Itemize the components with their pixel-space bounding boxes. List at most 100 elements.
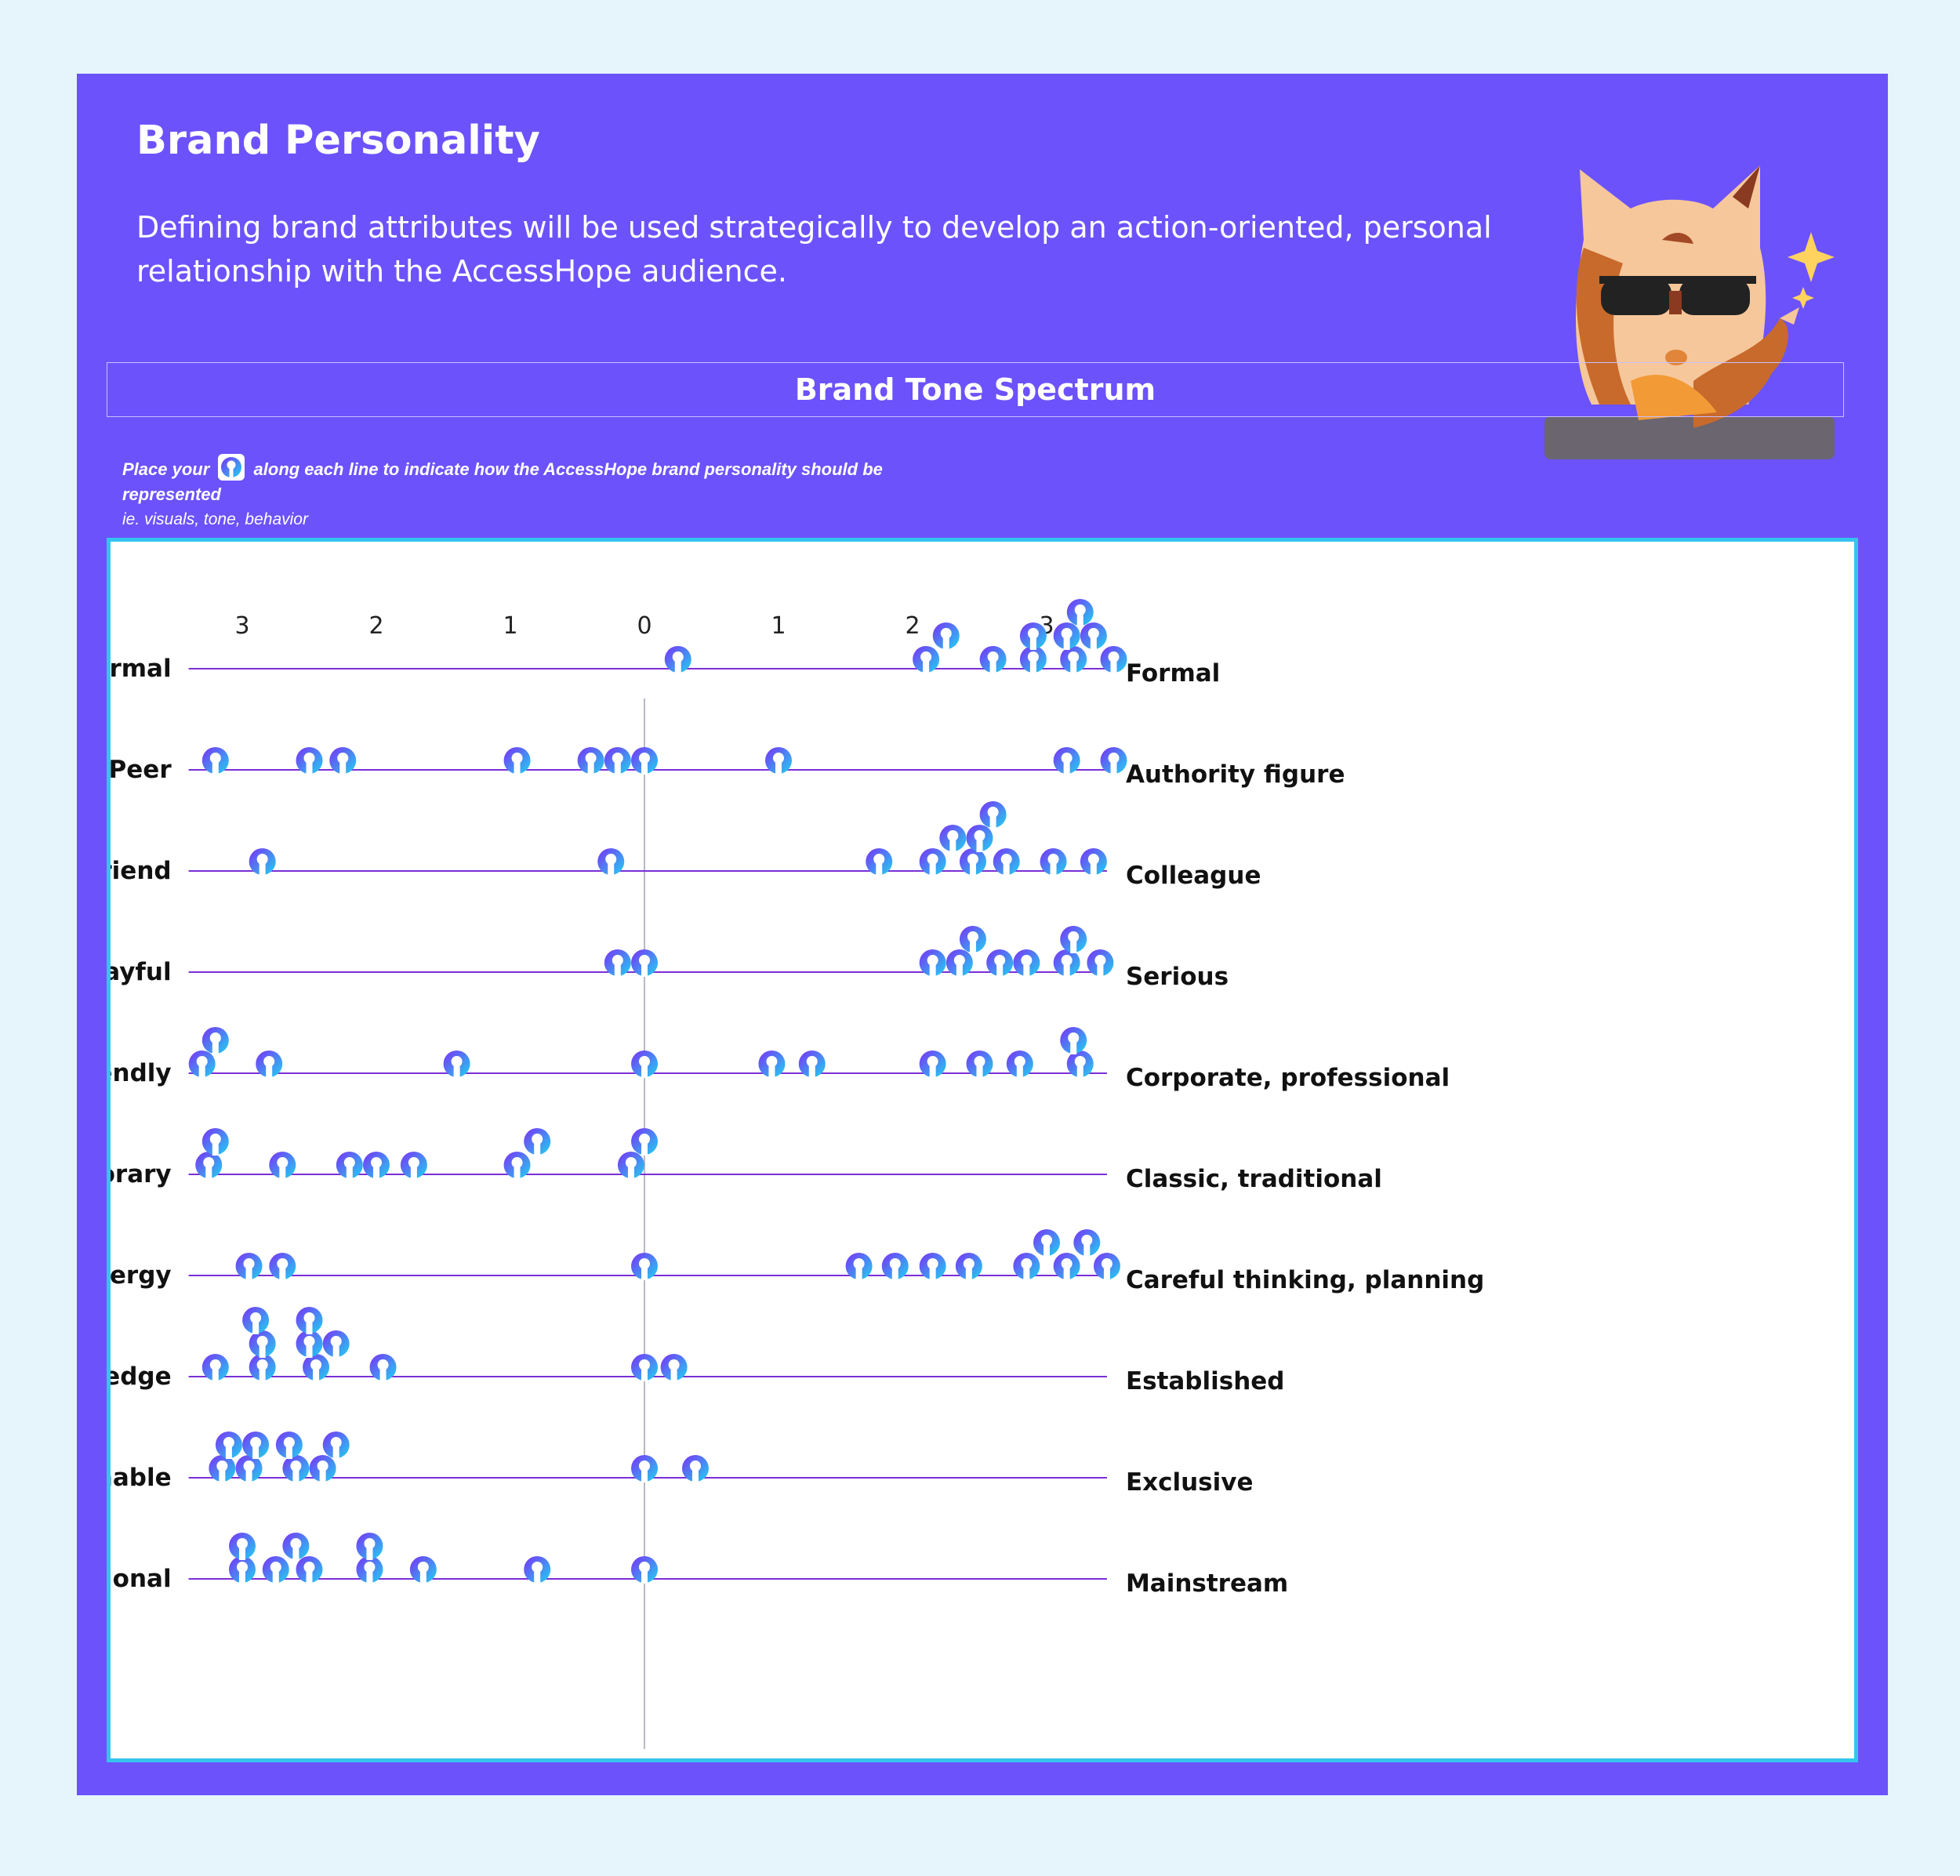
accesshope-logo-marker-icon[interactable] (681, 1455, 709, 1482)
accesshope-logo-marker-icon[interactable] (979, 646, 1007, 673)
accesshope-logo-marker-icon[interactable] (1080, 622, 1107, 650)
accesshope-logo-marker-icon[interactable] (524, 1556, 551, 1584)
accesshope-logo-marker-icon[interactable] (866, 848, 893, 876)
accesshope-logo-marker-icon[interactable] (955, 1253, 982, 1280)
accesshope-logo-marker-icon[interactable] (356, 1556, 383, 1584)
accesshope-logo-marker-icon[interactable] (765, 747, 792, 775)
accesshope-logo-marker-icon[interactable] (322, 1431, 350, 1459)
accesshope-logo-marker-icon[interactable] (604, 747, 631, 775)
accesshope-logo-marker-icon[interactable] (1060, 1027, 1087, 1054)
accesshope-logo-marker-icon[interactable] (758, 1050, 786, 1078)
accesshope-logo-marker-icon[interactable] (1013, 1253, 1040, 1280)
accesshope-logo-marker-icon[interactable] (235, 1253, 263, 1280)
accesshope-logo-marker-icon[interactable] (959, 848, 986, 876)
accesshope-logo-marker-icon[interactable] (282, 1455, 310, 1482)
accesshope-logo-marker-icon[interactable] (913, 646, 940, 673)
accesshope-logo-marker-icon[interactable] (524, 1128, 551, 1156)
accesshope-logo-marker-icon[interactable] (631, 747, 658, 775)
accesshope-logo-marker-icon[interactable] (296, 747, 323, 775)
accesshope-logo-marker-icon[interactable] (631, 1128, 658, 1156)
accesshope-logo-marker-icon[interactable] (322, 1330, 350, 1358)
accesshope-logo-marker-icon[interactable] (282, 1533, 310, 1560)
accesshope-logo-marker-icon[interactable] (275, 1431, 303, 1459)
accesshope-logo-marker-icon[interactable] (296, 1330, 323, 1358)
accesshope-logo-marker-icon[interactable] (631, 1556, 658, 1584)
accesshope-logo-marker-icon[interactable] (604, 949, 631, 977)
accesshope-logo-marker-icon[interactable] (249, 1330, 276, 1358)
accesshope-logo-marker-icon[interactable] (1060, 926, 1087, 953)
accesshope-logo-marker-icon[interactable] (503, 1152, 531, 1179)
accesshope-logo-marker-icon[interactable] (235, 1455, 263, 1482)
accesshope-logo-marker-icon[interactable] (242, 1431, 270, 1459)
accesshope-logo-marker-icon[interactable] (1060, 646, 1087, 673)
accesshope-logo-marker-icon[interactable] (256, 1050, 283, 1078)
accesshope-logo-marker-icon[interactable] (631, 949, 658, 977)
accesshope-logo-marker-icon[interactable] (617, 1152, 644, 1179)
accesshope-logo-marker-icon[interactable] (303, 1354, 330, 1381)
accesshope-logo-marker-icon[interactable] (959, 926, 986, 953)
accesshope-logo-marker-icon[interactable] (939, 825, 967, 852)
accesshope-logo-marker-icon[interactable] (242, 1307, 270, 1334)
accesshope-logo-marker-icon[interactable] (993, 848, 1020, 876)
accesshope-logo-marker-icon[interactable] (201, 1354, 229, 1381)
accesshope-logo-marker-icon[interactable] (1053, 622, 1080, 650)
accesshope-logo-marker-icon[interactable] (309, 1455, 336, 1482)
accesshope-logo-marker-icon[interactable] (631, 1354, 658, 1381)
accesshope-logo-marker-icon[interactable] (369, 1354, 397, 1381)
accesshope-logo-marker-icon[interactable] (503, 747, 531, 775)
accesshope-logo-marker-icon[interactable] (1093, 1253, 1120, 1280)
accesshope-logo-marker-icon[interactable] (966, 825, 993, 852)
accesshope-logo-marker-icon[interactable] (577, 747, 604, 775)
accesshope-logo-marker-icon[interactable] (329, 747, 357, 775)
accesshope-logo-marker-icon[interactable] (229, 1556, 256, 1584)
accesshope-logo-marker-icon[interactable] (1100, 646, 1127, 673)
accesshope-logo-marker-icon[interactable] (664, 646, 691, 673)
accesshope-logo-marker-icon[interactable] (597, 848, 625, 876)
accesshope-logo-marker-icon[interactable] (249, 1354, 276, 1381)
accesshope-logo-marker-icon[interactable] (1019, 622, 1047, 650)
accesshope-logo-marker-icon[interactable] (201, 1027, 229, 1054)
accesshope-logo-marker-icon[interactable] (798, 1050, 826, 1078)
accesshope-logo-marker-icon[interactable] (979, 801, 1007, 829)
accesshope-logo-marker-icon[interactable] (336, 1152, 363, 1179)
accesshope-logo-marker-icon[interactable] (363, 1152, 390, 1179)
accesshope-logo-marker-icon[interactable] (932, 622, 960, 650)
accesshope-logo-marker-icon[interactable] (195, 1152, 223, 1179)
accesshope-logo-marker-icon[interactable] (409, 1556, 437, 1584)
accesshope-logo-marker-icon[interactable] (1053, 747, 1080, 775)
accesshope-logo-marker-icon[interactable] (845, 1253, 873, 1280)
accesshope-logo-marker-icon[interactable] (229, 1533, 256, 1560)
accesshope-logo-marker-icon[interactable] (296, 1556, 323, 1584)
accesshope-logo-marker-icon[interactable] (201, 1128, 229, 1156)
accesshope-logo-marker-icon[interactable] (1053, 949, 1080, 977)
accesshope-logo-marker-icon[interactable] (1087, 949, 1114, 977)
accesshope-logo-marker-icon[interactable] (1066, 599, 1094, 626)
accesshope-logo-marker-icon[interactable] (631, 1050, 658, 1078)
accesshope-logo-marker-icon[interactable] (249, 848, 276, 876)
accesshope-logo-marker-icon[interactable] (966, 1050, 993, 1078)
accesshope-logo-marker-icon[interactable] (919, 1253, 946, 1280)
accesshope-logo-marker-icon[interactable] (1066, 1050, 1094, 1078)
accesshope-logo-marker-icon[interactable] (1013, 949, 1040, 977)
accesshope-logo-marker-icon[interactable] (946, 949, 973, 977)
accesshope-logo-marker-icon[interactable] (1019, 646, 1047, 673)
accesshope-logo-marker-icon[interactable] (443, 1050, 470, 1078)
accesshope-logo-marker-icon[interactable] (262, 1556, 289, 1584)
accesshope-logo-marker-icon[interactable] (1100, 747, 1127, 775)
accesshope-logo-marker-icon[interactable] (201, 747, 229, 775)
accesshope-logo-marker-icon[interactable] (919, 949, 946, 977)
accesshope-logo-marker-icon[interactable] (269, 1253, 296, 1280)
accesshope-logo-marker-icon[interactable] (919, 848, 946, 876)
accesshope-logo-marker-icon[interactable] (660, 1354, 688, 1381)
accesshope-logo-marker-icon[interactable] (400, 1152, 427, 1179)
accesshope-logo-marker-icon[interactable] (296, 1307, 323, 1334)
accesshope-logo-marker-icon[interactable] (881, 1253, 909, 1280)
accesshope-logo-marker-icon[interactable] (215, 1431, 242, 1459)
accesshope-logo-marker-icon[interactable] (188, 1050, 216, 1078)
accesshope-logo-marker-icon[interactable] (356, 1533, 383, 1560)
accesshope-logo-marker-icon[interactable] (631, 1455, 658, 1482)
accesshope-logo-marker-icon[interactable] (1040, 848, 1067, 876)
accesshope-logo-marker-icon[interactable] (269, 1152, 296, 1179)
accesshope-logo-marker-icon[interactable] (1080, 848, 1107, 876)
accesshope-logo-marker-icon[interactable] (986, 949, 1014, 977)
